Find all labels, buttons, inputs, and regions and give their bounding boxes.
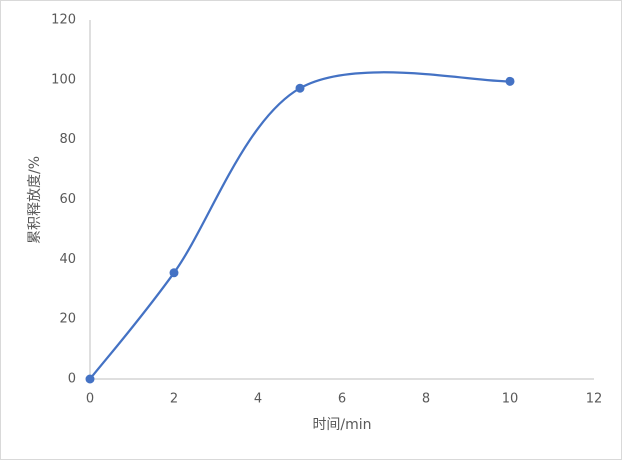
x-axis-label: 时间/min — [312, 417, 371, 433]
x-tick-label: 12 — [586, 392, 603, 407]
data-point — [505, 76, 515, 86]
x-tick-label: 8 — [422, 392, 430, 407]
x-tick-label: 0 — [86, 392, 94, 407]
y-tick-label: 20 — [59, 312, 76, 327]
y-tick-label: 40 — [59, 252, 76, 267]
data-line — [89, 71, 511, 380]
x-tick-label: 2 — [170, 392, 178, 407]
y-tick-label: 120 — [51, 13, 76, 28]
data-point — [295, 83, 305, 93]
x-tick-label: 6 — [338, 392, 346, 407]
y-tick-label: 100 — [51, 72, 76, 87]
y-tick-label: 60 — [59, 192, 76, 207]
data-point — [169, 268, 179, 278]
x-tick-label: 4 — [254, 392, 262, 407]
y-tick-label: 0 — [68, 372, 76, 387]
y-axis-label: 累积释放度/% — [27, 156, 43, 244]
data-point — [85, 374, 95, 384]
x-tick-label: 10 — [502, 392, 519, 407]
y-tick-label: 80 — [59, 132, 76, 147]
